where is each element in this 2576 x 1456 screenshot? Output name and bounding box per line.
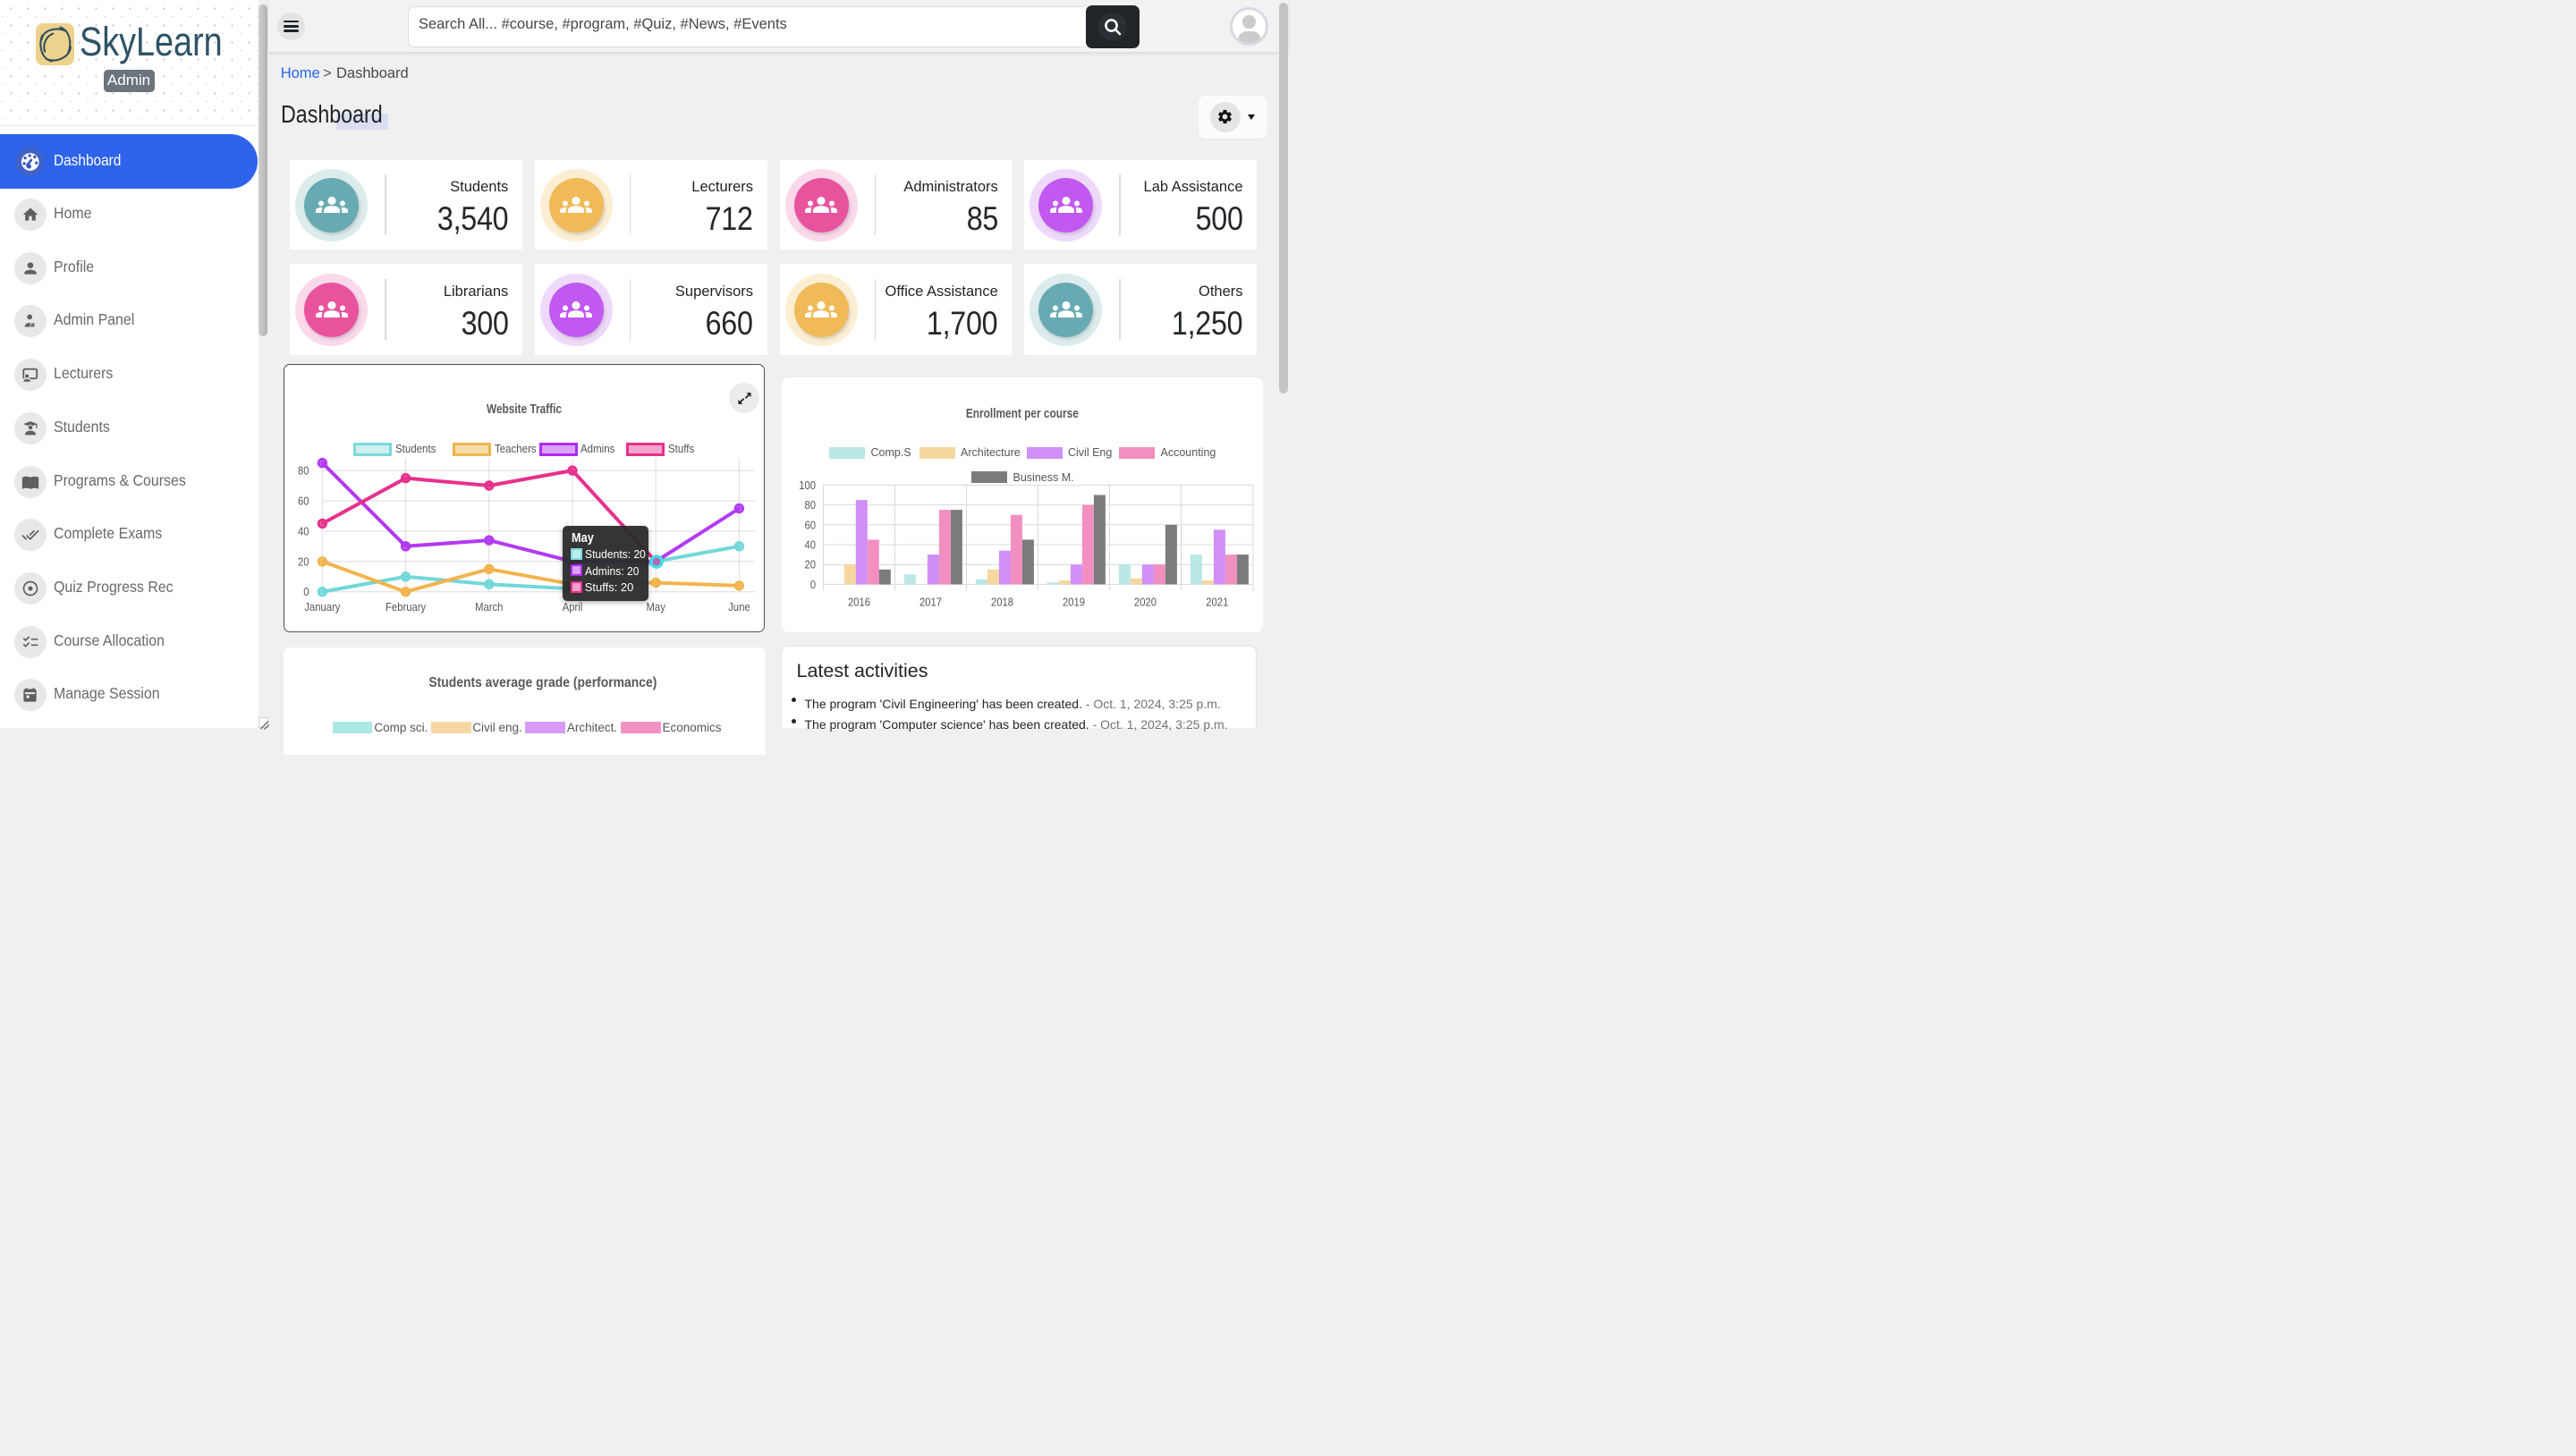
svg-text:2018: 2018: [991, 596, 1013, 608]
svg-text:100: 100: [799, 478, 816, 491]
svg-text:20: 20: [298, 555, 309, 568]
svg-text:2017: 2017: [919, 596, 942, 608]
svg-text:60: 60: [298, 495, 309, 508]
svg-text:February: February: [386, 601, 427, 614]
svg-text:0: 0: [303, 586, 309, 598]
svg-text:20: 20: [805, 558, 817, 571]
svg-text:2021: 2021: [1206, 596, 1228, 608]
svg-text:May: May: [646, 601, 665, 614]
svg-text:June: June: [728, 601, 750, 614]
svg-text:March: March: [475, 601, 503, 614]
svg-text:40: 40: [805, 538, 817, 551]
svg-text:0: 0: [810, 578, 816, 590]
svg-text:2020: 2020: [1134, 596, 1157, 608]
svg-text:80: 80: [805, 499, 817, 512]
svg-text:2019: 2019: [1063, 596, 1085, 608]
svg-text:60: 60: [805, 519, 817, 531]
svg-text:80: 80: [298, 465, 309, 478]
svg-text:April: April: [562, 601, 582, 614]
svg-text:January: January: [304, 601, 341, 614]
svg-text:40: 40: [298, 525, 309, 538]
svg-text:2016: 2016: [848, 596, 870, 608]
